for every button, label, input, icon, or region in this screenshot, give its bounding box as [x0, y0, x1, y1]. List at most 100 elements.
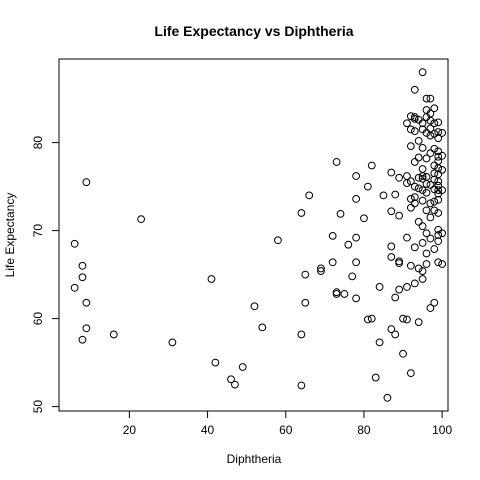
- data-point: [251, 303, 258, 310]
- data-point: [407, 204, 414, 211]
- data-point: [411, 280, 418, 287]
- data-point: [353, 173, 360, 180]
- data-point: [411, 128, 418, 135]
- data-point: [239, 364, 246, 371]
- data-point: [79, 262, 86, 269]
- data-point: [110, 331, 117, 338]
- y-tick-label: 60: [31, 312, 45, 326]
- data-point: [400, 350, 407, 357]
- data-point: [415, 154, 422, 161]
- data-point: [71, 240, 78, 247]
- x-axis: 20 40 60 80 100: [123, 411, 453, 437]
- data-point: [411, 86, 418, 93]
- data-point: [407, 126, 414, 133]
- data-point: [392, 331, 399, 338]
- x-tick-label: 80: [357, 423, 371, 437]
- data-point: [419, 69, 426, 76]
- data-point: [353, 234, 360, 241]
- data-point: [404, 284, 411, 291]
- data-point: [431, 105, 438, 112]
- data-point: [388, 208, 395, 215]
- data-point: [431, 246, 438, 253]
- data-point: [404, 120, 411, 127]
- data-point: [407, 262, 414, 269]
- data-point: [71, 284, 78, 291]
- data-point: [138, 216, 145, 223]
- data-point: [259, 324, 266, 331]
- data-point: [396, 174, 403, 181]
- data-point: [427, 200, 434, 207]
- data-point: [439, 152, 446, 159]
- data-point: [329, 232, 336, 239]
- data-point: [439, 166, 446, 173]
- data-point: [407, 196, 414, 203]
- data-point: [439, 130, 446, 137]
- data-point: [353, 259, 360, 266]
- data-point: [298, 382, 305, 389]
- data-point: [353, 196, 360, 203]
- data-point: [435, 119, 442, 126]
- data-point: [419, 197, 426, 204]
- data-point: [302, 271, 309, 278]
- data-point: [361, 215, 368, 222]
- data-point: [345, 241, 352, 248]
- x-tick-label: 100: [432, 423, 452, 437]
- data-point: [349, 273, 356, 280]
- data-point: [353, 295, 360, 302]
- data-point: [212, 359, 219, 366]
- data-point: [427, 150, 434, 157]
- data-point: [423, 174, 430, 181]
- data-point: [423, 207, 430, 214]
- data-point: [333, 159, 340, 166]
- data-point: [79, 336, 86, 343]
- data-point: [364, 183, 371, 190]
- data-point: [329, 259, 336, 266]
- data-point: [79, 274, 86, 281]
- y-tick-label: 50: [31, 400, 45, 414]
- data-point: [298, 210, 305, 217]
- data-point: [404, 180, 411, 187]
- data-point: [404, 234, 411, 241]
- chart-title: Life Expectancy vs Diphtheria: [154, 23, 353, 39]
- data-point: [208, 276, 215, 283]
- data-point: [302, 299, 309, 306]
- data-point: [419, 166, 426, 173]
- data-point: [423, 261, 430, 268]
- data-point: [427, 235, 434, 242]
- data-point: [415, 218, 422, 225]
- data-point: [275, 237, 282, 244]
- data-point: [384, 394, 391, 401]
- data-point: [372, 374, 379, 381]
- data-point: [419, 276, 426, 283]
- data-point: [427, 95, 434, 102]
- x-tick-label: 20: [123, 423, 137, 437]
- y-axis-label: Life Expectancy: [3, 193, 17, 278]
- data-point: [337, 210, 344, 217]
- y-tick-label: 80: [31, 136, 45, 150]
- data-point: [83, 299, 90, 306]
- data-point: [411, 244, 418, 251]
- x-axis-label: Diphtheria: [227, 452, 282, 466]
- data-point: [423, 250, 430, 257]
- y-tick-label: 70: [31, 224, 45, 238]
- data-point: [415, 319, 422, 326]
- data-point: [169, 339, 176, 346]
- data-point: [407, 143, 414, 150]
- data-point: [392, 294, 399, 301]
- data-point: [431, 130, 438, 137]
- data-point: [232, 381, 239, 388]
- data-point: [411, 159, 418, 166]
- data-point: [427, 214, 434, 221]
- data-point: [396, 212, 403, 219]
- data-point: [380, 192, 387, 199]
- data-point: [419, 144, 426, 151]
- data-point: [411, 183, 418, 190]
- data-point: [388, 243, 395, 250]
- data-point: [83, 325, 90, 332]
- data-point: [431, 299, 438, 306]
- data-point: [419, 240, 426, 247]
- data-point: [435, 259, 442, 266]
- data-point: [298, 331, 305, 338]
- data-point: [376, 339, 383, 346]
